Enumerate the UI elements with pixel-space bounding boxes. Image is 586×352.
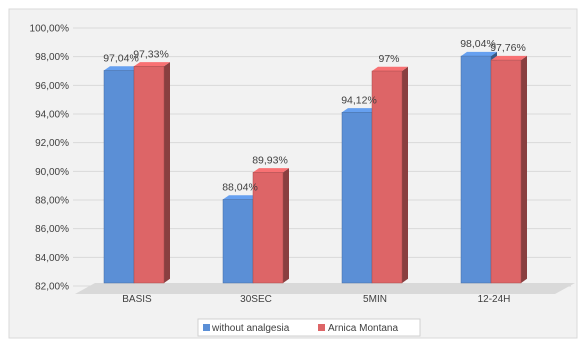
x-tick-label: BASIS xyxy=(122,294,152,305)
bar-arnica-montana-basis xyxy=(133,66,165,284)
bar-without-analgesia-5min xyxy=(341,112,373,284)
bar-without-analgesia-30sec xyxy=(222,199,254,284)
y-tick-label: 94,00% xyxy=(35,110,69,121)
data-label: 97,33% xyxy=(133,48,169,60)
legend-label-without-analgesia: without analgesia xyxy=(211,323,290,334)
x-axis-ticks: BASIS 30SEC 5MIN 12-24H xyxy=(122,294,510,305)
bar-side-arnica-montana xyxy=(521,55,527,284)
bar-without-analgesia-12-24h xyxy=(460,55,492,284)
chart-floor xyxy=(75,283,575,294)
bar-arnica-montana-5min xyxy=(371,70,403,284)
data-label: 94,12% xyxy=(341,94,377,106)
data-label: 98,04% xyxy=(460,38,496,50)
y-tick-label: 84,00% xyxy=(35,253,69,264)
legend: without analgesia Arnica Montana xyxy=(197,318,421,337)
y-axis-ticks: 82,00% 84,00% 86,00% 88,00% 90,00% 92,00% 94,0… xyxy=(30,24,70,293)
bars xyxy=(103,51,527,284)
bar-arnica-montana-30sec xyxy=(252,172,284,284)
bar-top-without-analgesia xyxy=(104,66,140,71)
x-tick-label: 30SEC xyxy=(240,294,272,305)
x-tick-label: 5MIN xyxy=(363,294,387,305)
y-tick-label: 88,00% xyxy=(35,196,69,207)
data-label: 97,04% xyxy=(103,52,139,64)
legend-swatch-without-analgesia xyxy=(203,324,210,331)
bar-top-arnica-montana xyxy=(491,55,527,61)
bar-top-without-analgesia xyxy=(342,108,378,113)
y-tick-label: 98,00% xyxy=(35,52,69,63)
y-tick-label: 100,00% xyxy=(30,24,70,35)
y-tick-label: 82,00% xyxy=(35,282,69,293)
bar-arnica-montana-12-24h xyxy=(490,59,522,284)
legend-box xyxy=(197,318,421,337)
bar-top-arnica-montana xyxy=(253,168,289,173)
bar-top-arnica-montana xyxy=(372,66,408,71)
legend-swatch-arnica-montana xyxy=(318,324,325,331)
y-tick-label: 86,00% xyxy=(35,224,69,235)
legend-label-arnica-montana: Arnica Montana xyxy=(328,323,398,334)
data-label: 97,76% xyxy=(490,42,526,54)
data-label: 89,93% xyxy=(252,154,288,166)
y-tick-label: 90,00% xyxy=(35,167,69,178)
bar-top-without-analgesia xyxy=(223,195,259,200)
bar-side-arnica-montana xyxy=(402,66,408,283)
bar-side-arnica-montana xyxy=(164,62,170,283)
data-label: 97% xyxy=(378,53,399,65)
x-tick-label: 12-24H xyxy=(478,294,511,305)
chart-floor-plane xyxy=(75,283,575,294)
bar-top-arnica-montana xyxy=(134,62,170,67)
y-tick-label: 92,00% xyxy=(35,138,69,149)
data-label: 88,04% xyxy=(222,181,258,193)
bar-side-arnica-montana xyxy=(283,168,289,283)
y-tick-label: 96,00% xyxy=(35,81,69,92)
bar-top-without-analgesia xyxy=(461,51,497,57)
bar-without-analgesia-basis xyxy=(103,70,135,284)
data-labels: 97,04%97,33% 88,04% 89,93% 94,12% 97% 98,04%9… xyxy=(103,38,526,193)
